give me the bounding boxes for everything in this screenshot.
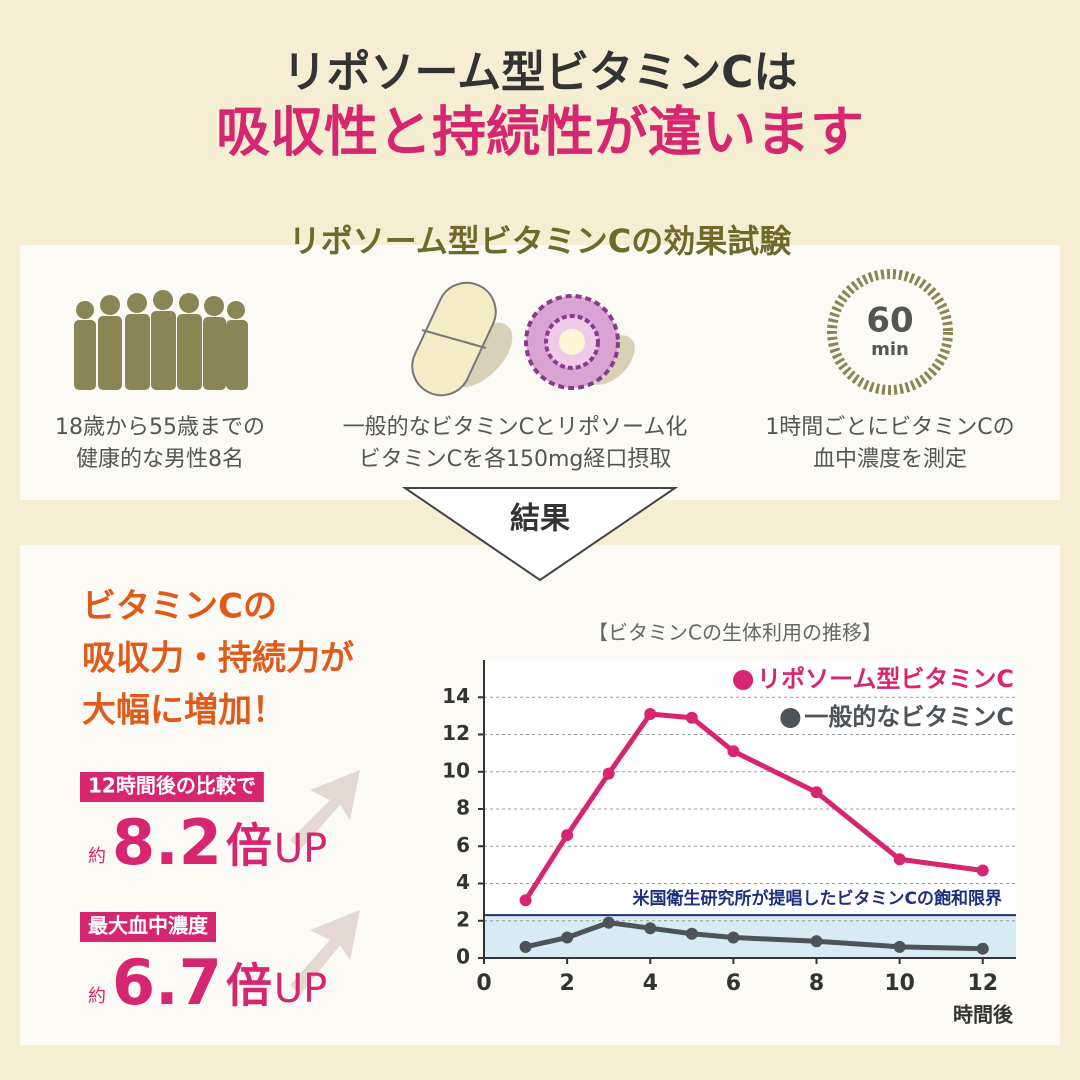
y-tick-label: 8 bbox=[456, 796, 470, 820]
trial-title: リポソーム型ビタミンCの効果試験 bbox=[289, 222, 793, 260]
y-tick-label: 4 bbox=[456, 870, 470, 894]
y-tick-label: 14 bbox=[442, 684, 470, 708]
point bbox=[893, 940, 906, 953]
liposome-icon bbox=[524, 294, 635, 390]
y-tick-label: 2 bbox=[456, 907, 470, 931]
trial-text: 健康的な男性8名 bbox=[76, 447, 244, 472]
unit: 倍 bbox=[226, 959, 272, 1013]
point bbox=[976, 942, 989, 955]
unit: 倍 bbox=[226, 819, 272, 873]
y-tick-label: 6 bbox=[456, 833, 470, 857]
prefix: 約 bbox=[88, 846, 106, 867]
legend-marker bbox=[780, 708, 801, 728]
trial-text: 1時間ごとにビタミンCの bbox=[765, 415, 1014, 440]
label-box bbox=[80, 772, 264, 802]
people-icon bbox=[74, 290, 248, 390]
chart-title: 【ビタミンCの生体利用の推移】 bbox=[588, 621, 882, 645]
headline: ビタミンCの bbox=[82, 587, 277, 627]
point bbox=[519, 894, 532, 907]
deco-arrow bbox=[290, 770, 360, 850]
legend-label: リポソーム型ビタミンC bbox=[757, 665, 1014, 693]
deco-arrow bbox=[290, 910, 360, 995]
title-line1: リポソーム型ビタミンCは bbox=[283, 47, 798, 98]
x-tick-label: 2 bbox=[559, 971, 574, 996]
comparison-label: 12時間後の比較で bbox=[88, 774, 256, 798]
y-tick-label: 0 bbox=[456, 945, 470, 969]
timer-icon bbox=[827, 269, 953, 395]
x-axis-label: 時間後 bbox=[953, 1003, 1014, 1027]
legend-marker bbox=[733, 670, 754, 690]
title-line2: 吸収性と持続性が違います bbox=[216, 101, 864, 164]
point bbox=[685, 927, 698, 940]
point bbox=[810, 935, 823, 948]
trial-text: 18歳から55歳までの bbox=[55, 415, 265, 440]
x-tick-label: 0 bbox=[476, 971, 491, 996]
point bbox=[644, 708, 657, 721]
headline: 吸収力・持続力が bbox=[82, 639, 354, 679]
x-tick-label: 4 bbox=[643, 971, 658, 996]
x-tick-label: 12 bbox=[967, 971, 998, 996]
suffix: UP bbox=[274, 966, 327, 1012]
result-label: 結果 bbox=[510, 502, 570, 537]
result-arrow bbox=[401, 487, 679, 582]
x-tick-label: 6 bbox=[726, 971, 741, 996]
point bbox=[519, 940, 532, 953]
point bbox=[727, 745, 740, 758]
comparison-value: 6.7 bbox=[112, 946, 222, 1019]
timer-unit: min bbox=[871, 339, 909, 360]
point bbox=[685, 711, 698, 724]
point bbox=[976, 864, 989, 877]
comparison-value: 8.2 bbox=[112, 806, 222, 879]
point bbox=[561, 931, 574, 944]
x-tick-label: 8 bbox=[809, 971, 824, 996]
legend-label: 一般的なビタミンC bbox=[804, 703, 1014, 731]
label-box bbox=[80, 912, 216, 942]
trial-text: 一般的なビタミンCとリポソーム化 bbox=[343, 415, 688, 440]
x-tick-label: 10 bbox=[884, 971, 915, 996]
y-tick-label: 10 bbox=[442, 758, 470, 782]
trial-text: 血中濃度を測定 bbox=[813, 447, 967, 472]
chart: 【ビタミンCの生体利用の推移】 0 2 4 6 8 10 12 14 米国衛生研究所が提唱したビタ… bbox=[442, 621, 1016, 1027]
point bbox=[727, 931, 740, 944]
point bbox=[644, 922, 657, 935]
point bbox=[602, 767, 615, 780]
comparison-label: 最大血中濃度 bbox=[88, 914, 209, 938]
capsule-icon bbox=[411, 281, 513, 397]
point bbox=[810, 786, 823, 799]
point bbox=[602, 916, 615, 929]
headline: 大幅に増加！ bbox=[82, 691, 286, 731]
point bbox=[561, 829, 574, 842]
suffix: UP bbox=[274, 826, 327, 872]
trial-text: ビタミンCを各150mg経口摂取 bbox=[359, 447, 672, 472]
prefix: 約 bbox=[88, 986, 106, 1007]
y-tick-label: 12 bbox=[442, 721, 470, 745]
timer-number: 60 bbox=[866, 301, 913, 341]
threshold-label: 米国衛生研究所が提唱したビタミンCの飽和限界 bbox=[633, 888, 1002, 909]
point bbox=[893, 853, 906, 866]
